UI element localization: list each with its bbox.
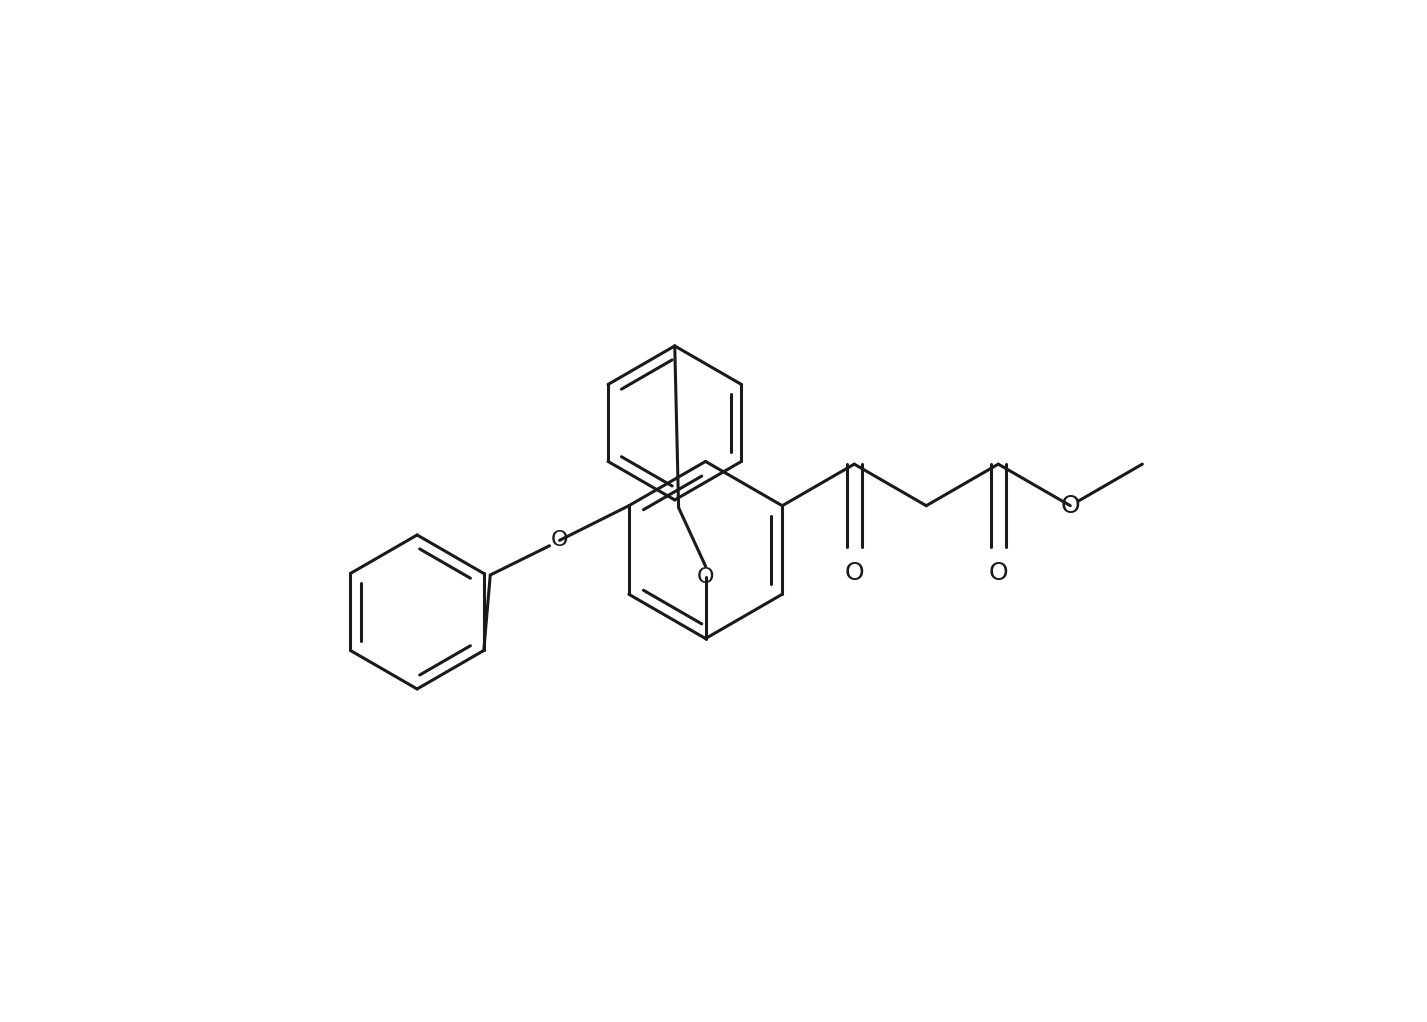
Text: O: O (845, 561, 865, 586)
Text: O: O (696, 567, 715, 587)
Text: O: O (989, 561, 1007, 586)
Text: O: O (1060, 494, 1080, 518)
Text: O: O (551, 530, 568, 551)
